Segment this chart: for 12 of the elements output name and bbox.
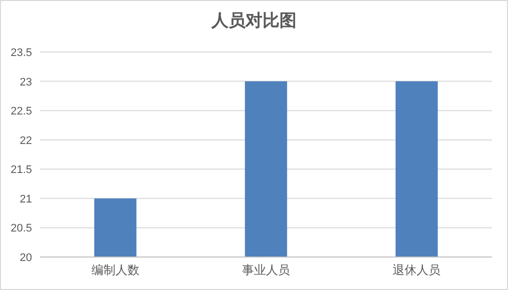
x-tick-label: 编制人数 bbox=[91, 263, 140, 277]
y-tick-label: 20 bbox=[20, 252, 32, 264]
chart-title: 人员对比图 bbox=[210, 11, 296, 30]
y-tick-label: 23 bbox=[20, 76, 32, 88]
y-tick-label: 22.5 bbox=[10, 106, 32, 118]
y-tick-label: 23.5 bbox=[10, 47, 32, 59]
y-tick-label: 21.5 bbox=[10, 164, 32, 176]
x-tick-label: 退休人员 bbox=[392, 263, 441, 277]
x-tick-label: 事业人员 bbox=[242, 263, 290, 277]
y-tick-label: 20.5 bbox=[10, 222, 32, 235]
y-tick-label: 22 bbox=[20, 134, 32, 147]
y-tick-label: 21 bbox=[20, 193, 32, 206]
